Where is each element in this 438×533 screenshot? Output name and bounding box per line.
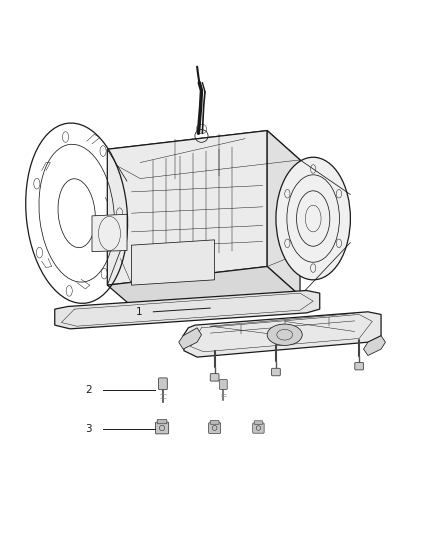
Polygon shape xyxy=(107,131,267,285)
Text: 2: 2 xyxy=(85,385,92,395)
FancyBboxPatch shape xyxy=(219,379,227,390)
FancyBboxPatch shape xyxy=(157,419,167,424)
Polygon shape xyxy=(364,336,385,356)
Polygon shape xyxy=(179,328,201,349)
Polygon shape xyxy=(107,266,300,313)
FancyBboxPatch shape xyxy=(253,423,264,433)
FancyBboxPatch shape xyxy=(208,423,221,433)
FancyBboxPatch shape xyxy=(155,422,169,434)
Polygon shape xyxy=(55,290,320,329)
Polygon shape xyxy=(107,131,300,179)
FancyBboxPatch shape xyxy=(355,362,364,370)
FancyBboxPatch shape xyxy=(254,421,263,424)
Polygon shape xyxy=(131,240,215,285)
FancyBboxPatch shape xyxy=(210,421,219,424)
Ellipse shape xyxy=(267,324,302,345)
Polygon shape xyxy=(92,214,127,252)
FancyBboxPatch shape xyxy=(210,374,219,381)
Polygon shape xyxy=(183,312,381,357)
Text: 3: 3 xyxy=(85,424,92,433)
Ellipse shape xyxy=(276,157,350,280)
Text: 1: 1 xyxy=(136,307,142,317)
FancyBboxPatch shape xyxy=(272,368,280,376)
FancyBboxPatch shape xyxy=(159,378,167,390)
Polygon shape xyxy=(267,131,300,296)
